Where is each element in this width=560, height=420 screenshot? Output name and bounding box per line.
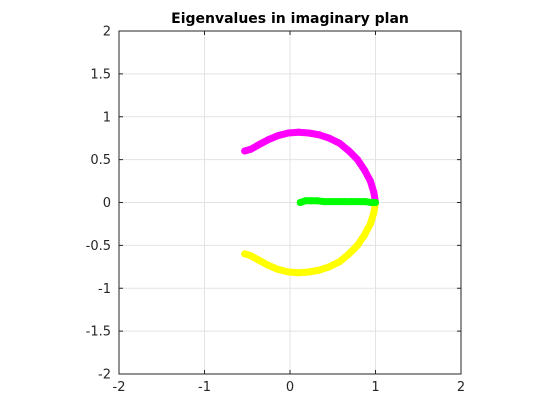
data-point [325,263,333,271]
y-tick-label: 0 [103,196,111,211]
y-tick-label: -0.5 [86,239,111,254]
series-trace [241,128,379,206]
data-point [247,252,255,260]
chart-title: Eigenvalues in imaginary plan [171,11,409,27]
x-tick-label: -2 [113,380,126,395]
series-trace [241,199,379,277]
series-1 [241,199,379,277]
data-point [295,269,303,277]
data-series [241,128,379,277]
data-point [254,256,262,264]
data-point [284,268,292,276]
y-tick-label: -1 [98,282,111,297]
data-point [345,250,353,258]
y-tick-label: -2 [98,368,111,383]
data-point [360,231,368,239]
data-point [341,198,349,206]
data-point [361,198,369,206]
data-point [307,197,315,205]
data-point [366,177,374,185]
grid [118,30,462,375]
data-point [241,250,249,258]
data-point [370,209,378,217]
data-point [247,145,255,153]
data-point [305,268,313,276]
series-2 [296,197,379,206]
data-point [336,139,344,147]
data-point [264,136,272,144]
axis-ticks: -2 -1 0 1 2 -2 -1.5 -1 -0.5 0 0.5 1 1.5 2 [86,25,466,396]
x-tick-label: 1 [371,380,379,395]
data-point [370,188,378,196]
y-tick-label: 0.5 [90,153,111,168]
data-point [345,147,353,155]
data-point [336,258,344,266]
data-point [360,166,368,174]
y-tick-label: 2 [103,25,111,40]
y-tick-label: -1.5 [86,325,111,340]
x-tick-label: -1 [198,380,211,395]
data-point [320,198,328,206]
data-point [295,128,303,136]
data-point [354,198,362,206]
x-tick-label: 0 [286,380,294,395]
data-point [274,132,282,140]
y-tick-label: 1.5 [90,67,111,82]
series-0 [241,128,379,206]
data-point [372,199,379,206]
data-point [274,265,282,273]
data-point [254,141,262,149]
data-point [284,129,292,137]
data-point [366,220,374,228]
data-point [241,147,249,155]
x-tick-label: 2 [457,380,465,395]
data-point [313,197,321,205]
data-point [315,266,323,274]
data-point [325,134,333,142]
y-tick-label: 1 [103,110,111,125]
data-point [264,261,272,269]
data-point [305,129,313,137]
data-point [327,198,335,206]
data-point [334,198,342,206]
data-point [301,197,309,205]
data-point [354,241,362,249]
data-point [348,198,356,206]
data-point [315,131,323,139]
data-point [354,156,362,164]
